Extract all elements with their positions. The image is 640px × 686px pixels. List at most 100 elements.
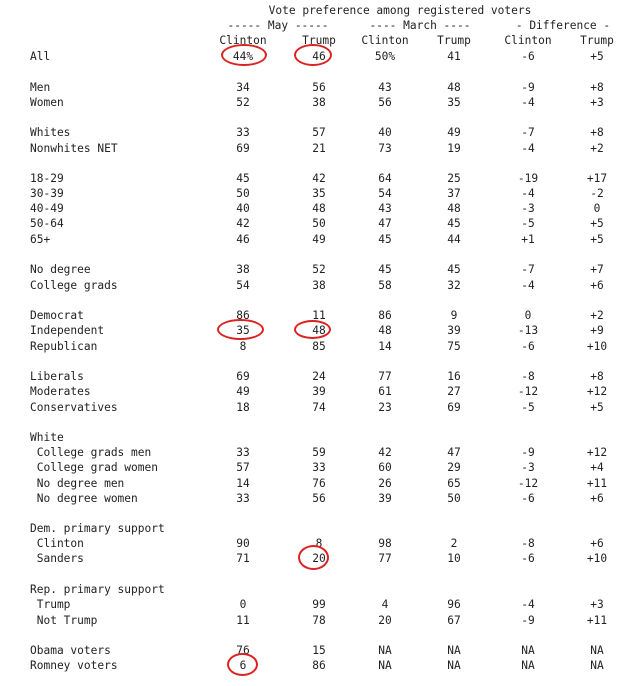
table-row: 40-49 40 48 43 48 -3 0 [0, 201, 640, 216]
table-cell: 71 [236, 552, 250, 565]
table-cell: 42 [236, 217, 250, 230]
row-label: Trump [30, 598, 71, 611]
table-row: Democrat 86 11 86 9 0 +2 [0, 308, 640, 323]
highlight-circle [221, 44, 267, 66]
table-cell: -4 [521, 96, 535, 109]
table-cell: 69 [447, 401, 461, 414]
table-cell: 9 [450, 309, 458, 322]
table-cell: NA [590, 659, 604, 672]
table-cell: -4 [521, 187, 535, 200]
table-cell: 45 [236, 172, 250, 185]
table-cell: 98 [378, 537, 392, 550]
table-cell: 75 [447, 340, 461, 353]
table-cell: +11 [586, 477, 608, 490]
table-cell: 50 [447, 492, 461, 505]
row-label: No degree [30, 263, 91, 276]
table-cell: 16 [447, 370, 461, 383]
table-cell: 20 [378, 614, 392, 627]
table-cell: 43 [378, 202, 392, 215]
row-label: College grads [30, 279, 118, 292]
row-label: Whites [30, 126, 71, 139]
table-cell: 25 [447, 172, 461, 185]
row-label: All [30, 50, 51, 63]
highlight-circle [217, 319, 264, 340]
table-cell: +8 [590, 126, 604, 139]
table-row: 30-39 50 35 54 37 -4 -2 [0, 186, 640, 201]
table-cell: 90 [236, 537, 250, 550]
table-cell: 39 [312, 385, 326, 398]
table-cell: 4 [381, 598, 389, 611]
row-label: Republican [30, 340, 98, 353]
table-cell: 58 [378, 279, 392, 292]
table-row: Nonwhites NET 69 21 73 19 -4 +2 [0, 141, 640, 156]
table-cell: -19 [517, 172, 539, 185]
row-label: Nonwhites NET [30, 142, 118, 155]
table-cell: -3 [521, 202, 535, 215]
table-row: Conservatives 18 74 23 69 -5 +5 [0, 400, 640, 415]
table-row: Not Trump 11 78 20 67 -9 +11 [0, 613, 640, 628]
table-cell: -6 [521, 492, 535, 505]
table-cell: 33 [236, 446, 250, 459]
table-cell: 33 [236, 492, 250, 505]
table-cell: 40 [378, 126, 392, 139]
table-cell: 11 [312, 309, 326, 322]
table-cell: 32 [447, 279, 461, 292]
table-cell: 14 [236, 477, 250, 490]
table-cell: 39 [447, 324, 461, 337]
table-cell: +8 [590, 81, 604, 94]
table-cell: 49 [312, 233, 326, 246]
column-header: Trump [580, 34, 614, 47]
table-row: Whites 33 57 40 49 -7 +8 [0, 125, 640, 140]
table-cell: NA [447, 644, 461, 657]
table-cell: -8 [521, 537, 535, 550]
table-cell: +12 [586, 446, 608, 459]
highlight-circle [298, 545, 329, 570]
table-cell: 45 [447, 217, 461, 230]
table-cell: 69 [236, 370, 250, 383]
table-cell: 38 [236, 263, 250, 276]
table-cell: 34 [236, 81, 250, 94]
table-cell: 47 [378, 217, 392, 230]
table-cell: 47 [447, 446, 461, 459]
table-cell: 21 [312, 142, 326, 155]
table-row: No degree 38 52 45 45 -7 +7 [0, 262, 640, 277]
table-cell: 38 [312, 96, 326, 109]
table-cell: -13 [517, 324, 539, 337]
table-cell: +1 [521, 233, 535, 246]
row-label: Clinton [30, 537, 84, 550]
table-cell: -12 [517, 385, 539, 398]
table-cell: 8 [239, 340, 247, 353]
table-cell: 56 [312, 492, 326, 505]
table-cell: 46 [236, 233, 250, 246]
row-label: 50-64 [30, 217, 64, 230]
table-cell: +11 [586, 614, 608, 627]
table-cell: +5 [590, 50, 604, 63]
table-cell: NA [378, 644, 392, 657]
table-cell: NA [521, 644, 535, 657]
table-cell: 39 [378, 492, 392, 505]
table-cell: 24 [312, 370, 326, 383]
table-cell: 37 [447, 187, 461, 200]
row-label: Rep. primary support [30, 583, 165, 596]
group-header-march: ---- March ---- [369, 19, 471, 32]
table-cell: 45 [447, 263, 461, 276]
table-cell: +6 [590, 279, 604, 292]
row-label: Men [30, 81, 51, 94]
row-label: 65+ [30, 233, 51, 246]
table-cell: -3 [521, 461, 535, 474]
table-cell: 33 [236, 126, 250, 139]
table-cell: 86 [312, 659, 326, 672]
table-cell: 50% [374, 50, 396, 63]
row-label: Obama voters [30, 644, 111, 657]
table-cell: 0 [593, 202, 601, 215]
table-cell: 2 [450, 537, 458, 550]
table-cell: 61 [378, 385, 392, 398]
table-cell: 56 [312, 81, 326, 94]
table-cell: 27 [447, 385, 461, 398]
table-cell: 99 [312, 598, 326, 611]
table-row: No degree men 14 76 26 65 -12 +11 [0, 476, 640, 491]
table-cell: 74 [312, 401, 326, 414]
table-cell: 76 [312, 477, 326, 490]
table-row: Liberals 69 24 77 16 -8 +8 [0, 369, 640, 384]
row-label: Conservatives [30, 401, 118, 414]
